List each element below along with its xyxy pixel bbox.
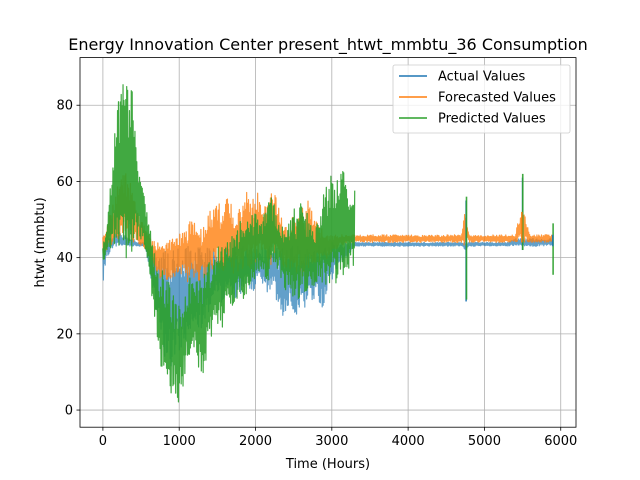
x-tick-label: 1000	[163, 434, 196, 449]
x-tick-label: 5000	[468, 434, 501, 449]
plot-frame	[79, 57, 577, 428]
y-tick-label: 0	[65, 404, 73, 419]
legend-label-forecasted: Forecasted Values	[438, 91, 556, 106]
y-tick-label: 20	[56, 327, 73, 342]
x-tick-label: 6000	[544, 434, 577, 449]
x-tick-label: 3000	[315, 434, 348, 449]
x-tick-label: 4000	[392, 434, 425, 449]
legend-label-actual: Actual Values	[438, 70, 526, 85]
x-tick-label: 0	[99, 434, 107, 449]
y-tick-label: 60	[56, 175, 73, 190]
legend: Actual Values Forecasted Values Predicte…	[392, 64, 571, 134]
x-axis-label: Time (Hours)	[285, 457, 370, 472]
y-axis-label: htwt (mmbtu)	[33, 197, 48, 287]
series-layer	[102, 84, 554, 403]
chart-title: Energy Innovation Center present_htwt_mm…	[68, 35, 588, 55]
legend-label-predicted: Predicted Values	[438, 112, 546, 127]
y-tick-label: 40	[56, 251, 73, 266]
x-tick-label: 2000	[239, 434, 272, 449]
legend-box	[392, 64, 571, 134]
y-tick-label: 80	[56, 99, 73, 114]
series-line-predicted	[102, 84, 356, 403]
ticks: 0 1000 2000 3000 4000 5000 6000 0 20 40 60 80	[56, 99, 577, 449]
